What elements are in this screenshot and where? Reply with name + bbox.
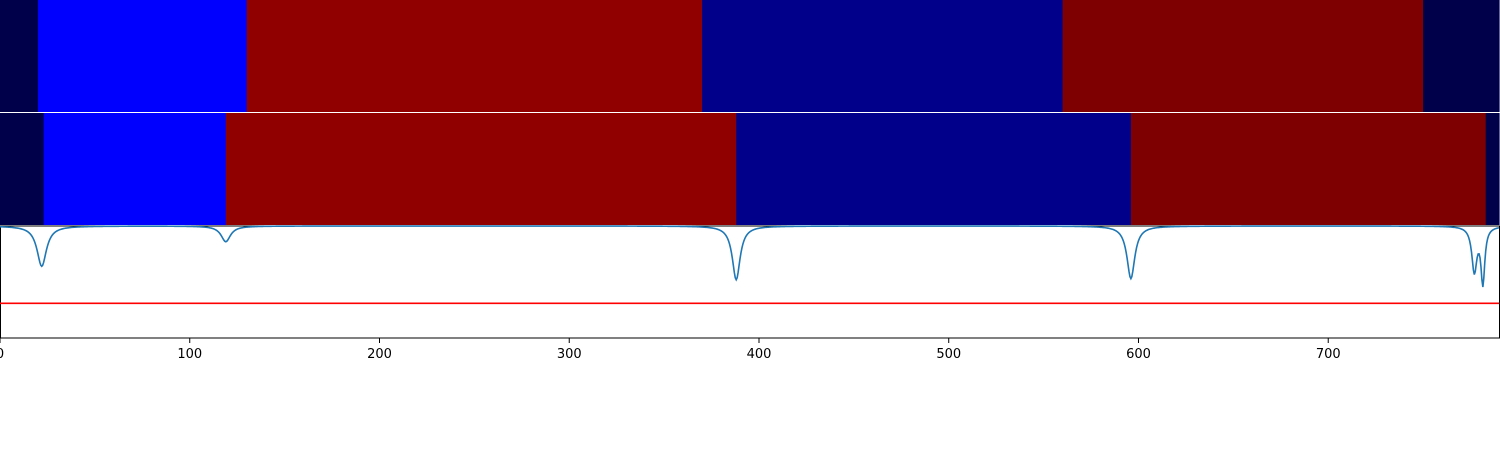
row-1-segment-5 <box>1062 0 1424 112</box>
row-1-segment-4 <box>702 0 1064 112</box>
x-tick-label-200: 200 <box>367 347 392 362</box>
row-2-segment-5 <box>1130 113 1487 225</box>
row-1-segment-2 <box>37 0 248 112</box>
x-tick-label-400: 400 <box>747 347 772 362</box>
x-tick-label-0: 0 <box>0 347 4 362</box>
signal-panel-frame <box>0 225 1500 339</box>
row-2-segment-4 <box>736 113 1132 225</box>
row-1-segment-1 <box>0 0 39 112</box>
signal-panel <box>0 225 1500 339</box>
x-tick-label-700: 700 <box>1316 347 1341 362</box>
row-1-segment-3 <box>246 0 703 112</box>
x-tick-label-100: 100 <box>177 347 202 362</box>
x-tick-label-600: 600 <box>1126 347 1151 362</box>
x-axis: 0 100 200 300 400 500 600 700 <box>0 338 1341 362</box>
row-2-segment-1 <box>0 113 45 225</box>
row-2-segment-2 <box>43 113 227 225</box>
x-tick-label-300: 300 <box>557 347 582 362</box>
signal-line <box>0 225 1500 288</box>
x-tick-label-500: 500 <box>936 347 961 362</box>
segment-row-1 <box>0 0 1500 112</box>
segment-row-2 <box>0 113 1500 225</box>
row-2-segment-6 <box>1485 113 1500 225</box>
row-1-segment-6 <box>1423 0 1500 112</box>
row-2-segment-3 <box>225 113 737 225</box>
